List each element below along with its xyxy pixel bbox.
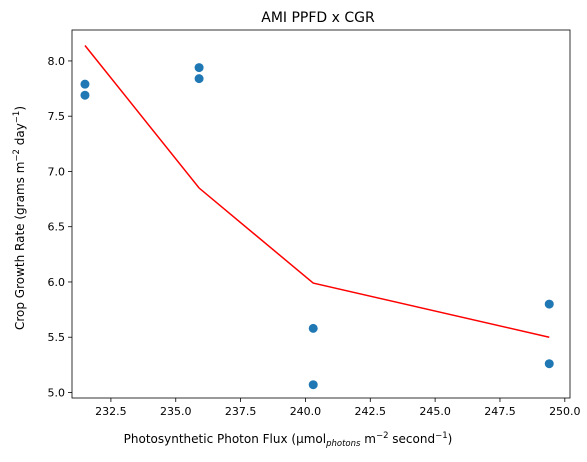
x-axis-label: Photosynthetic Photon Flux (μmolphotons … bbox=[124, 431, 453, 449]
y-axis-label: Crop Growth Rate (grams m−2 day−1) bbox=[12, 106, 27, 330]
x-tick-label: 232.5 bbox=[95, 405, 127, 418]
chart-title: AMI PPFD x CGR bbox=[261, 10, 375, 26]
y-tick-label: 6.5 bbox=[48, 221, 66, 234]
x-tick-label: 247.5 bbox=[484, 405, 516, 418]
x-axis: 232.5 235.0 237.5 240.0 242.5 245.0 247.5 250.0 bbox=[95, 398, 581, 418]
scatter-point bbox=[308, 323, 318, 333]
x-tick-label: 250.0 bbox=[549, 405, 581, 418]
x-tick-label: 245.0 bbox=[419, 405, 451, 418]
y-tick-label: 7.5 bbox=[48, 110, 66, 123]
scatter-point bbox=[80, 79, 90, 89]
x-tick-label: 237.5 bbox=[225, 405, 257, 418]
trend-line bbox=[84, 45, 550, 338]
y-tick-label: 5.0 bbox=[48, 386, 66, 399]
x-tick-label: 235.0 bbox=[160, 405, 192, 418]
x-tick-label: 240.0 bbox=[290, 405, 322, 418]
y-tick-label: 7.0 bbox=[48, 165, 66, 178]
plot-frame bbox=[71, 29, 571, 399]
y-tick-label: 8.0 bbox=[48, 55, 66, 68]
plot-area bbox=[71, 29, 571, 399]
scatter-point bbox=[544, 359, 554, 369]
scatter-point bbox=[308, 380, 318, 390]
y-tick-label: 6.0 bbox=[48, 276, 66, 289]
scatter-point bbox=[544, 299, 554, 309]
scatter-point bbox=[194, 63, 204, 73]
y-tick-label: 5.5 bbox=[48, 331, 66, 344]
scatter-point bbox=[194, 74, 204, 84]
y-axis: 5.0 5.5 6.0 6.5 7.0 7.5 8.0 bbox=[48, 55, 72, 399]
scatter-point bbox=[80, 90, 90, 100]
x-tick-label: 242.5 bbox=[355, 405, 387, 418]
